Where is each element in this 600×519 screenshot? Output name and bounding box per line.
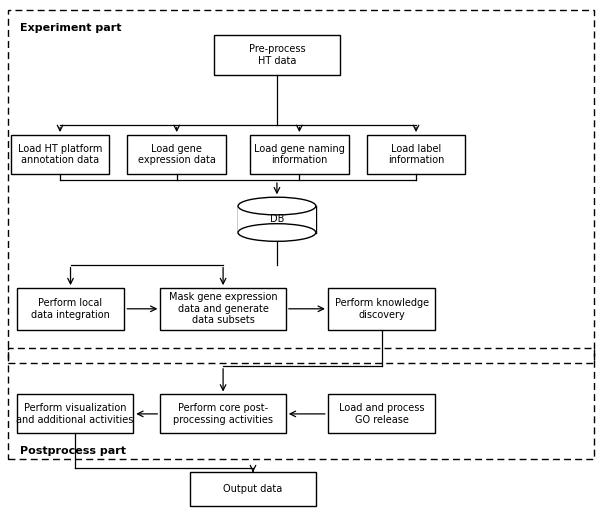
Text: Load and process
GO release: Load and process GO release bbox=[339, 403, 424, 425]
Ellipse shape bbox=[238, 197, 316, 215]
FancyBboxPatch shape bbox=[190, 472, 316, 506]
Text: Load gene
expression data: Load gene expression data bbox=[138, 144, 215, 165]
Text: Experiment part: Experiment part bbox=[20, 23, 121, 33]
Polygon shape bbox=[238, 206, 316, 233]
FancyBboxPatch shape bbox=[127, 135, 226, 174]
FancyBboxPatch shape bbox=[17, 394, 133, 433]
Text: Perform visualization
and additional activities: Perform visualization and additional act… bbox=[16, 403, 134, 425]
Text: Load HT platform
annotation data: Load HT platform annotation data bbox=[18, 144, 102, 165]
Text: Perform local
data integration: Perform local data integration bbox=[31, 298, 110, 320]
FancyBboxPatch shape bbox=[17, 288, 124, 330]
Text: Load gene naming
information: Load gene naming information bbox=[254, 144, 345, 165]
FancyBboxPatch shape bbox=[214, 35, 340, 75]
FancyBboxPatch shape bbox=[328, 394, 436, 433]
Text: DB: DB bbox=[270, 214, 284, 224]
Ellipse shape bbox=[238, 224, 316, 241]
Text: Postprocess part: Postprocess part bbox=[20, 446, 125, 456]
Text: Mask gene expression
data and generate
data subsets: Mask gene expression data and generate d… bbox=[169, 292, 277, 325]
FancyBboxPatch shape bbox=[160, 288, 286, 330]
FancyBboxPatch shape bbox=[250, 135, 349, 174]
Text: Load label
information: Load label information bbox=[388, 144, 444, 165]
FancyBboxPatch shape bbox=[328, 288, 436, 330]
FancyBboxPatch shape bbox=[367, 135, 466, 174]
Text: Perform knowledge
discovery: Perform knowledge discovery bbox=[335, 298, 428, 320]
Text: Pre-process
HT data: Pre-process HT data bbox=[248, 44, 305, 66]
FancyBboxPatch shape bbox=[160, 394, 286, 433]
FancyBboxPatch shape bbox=[11, 135, 109, 174]
Text: Perform core post-
processing activities: Perform core post- processing activities bbox=[173, 403, 273, 425]
Text: Output data: Output data bbox=[223, 484, 283, 494]
